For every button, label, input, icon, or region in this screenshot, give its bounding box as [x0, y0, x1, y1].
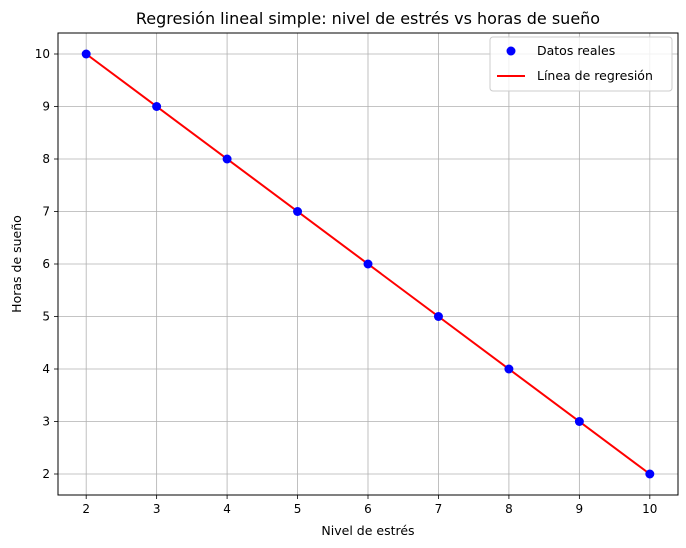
x-tick-label: 5	[294, 502, 302, 516]
data-point	[293, 207, 303, 216]
plot-frame	[57, 32, 679, 496]
legend-frame	[489, 36, 673, 92]
data-point	[574, 417, 584, 426]
data-point	[363, 259, 373, 269]
y-tick-label: 7	[42, 205, 50, 219]
x-tick-label: 10	[642, 502, 657, 516]
data-point	[504, 364, 514, 374]
x-tick-label: 7	[435, 502, 443, 516]
y-tick-label: 6	[42, 257, 50, 271]
x-tick-label: 4	[223, 502, 231, 516]
y-tick-label: 5	[42, 310, 50, 324]
y-tick-label: 3	[42, 415, 50, 429]
y-tick-label: 10	[35, 47, 50, 61]
y-tick-label: 9	[42, 100, 50, 114]
x-tick-label: 3	[153, 502, 161, 516]
x-tick-label: 8	[505, 502, 513, 516]
y-tick-label: 2	[42, 467, 50, 481]
data-point	[433, 312, 443, 321]
legend-label-linea-regresion: Línea de regresión	[537, 68, 653, 83]
y-tick-label: 8	[42, 152, 50, 166]
data-point	[222, 154, 232, 164]
x-axis-label: Nivel de estrés	[321, 523, 414, 538]
legend-label-datos-reales: Datos reales	[537, 43, 615, 58]
chart-title: Regresión lineal simple: nivel de estrés…	[136, 9, 600, 28]
data-point	[152, 102, 162, 111]
y-axis-label: Horas de sueño	[9, 215, 24, 313]
x-tick-label: 6	[364, 502, 372, 516]
y-tick-label: 4	[42, 362, 50, 376]
x-tick-label: 9	[576, 502, 584, 516]
legend-scatter-marker	[506, 46, 516, 56]
data-point	[645, 469, 655, 479]
axis-ticks: 2 3 4 5 6 7 8 9 10 2 3 4 5 6 7 8 9 10	[35, 47, 658, 516]
scatter-points-layer	[81, 49, 655, 479]
data-point	[81, 49, 91, 59]
legend: Datos reales Línea de regresión	[489, 36, 673, 92]
x-tick-label: 2	[82, 502, 90, 516]
